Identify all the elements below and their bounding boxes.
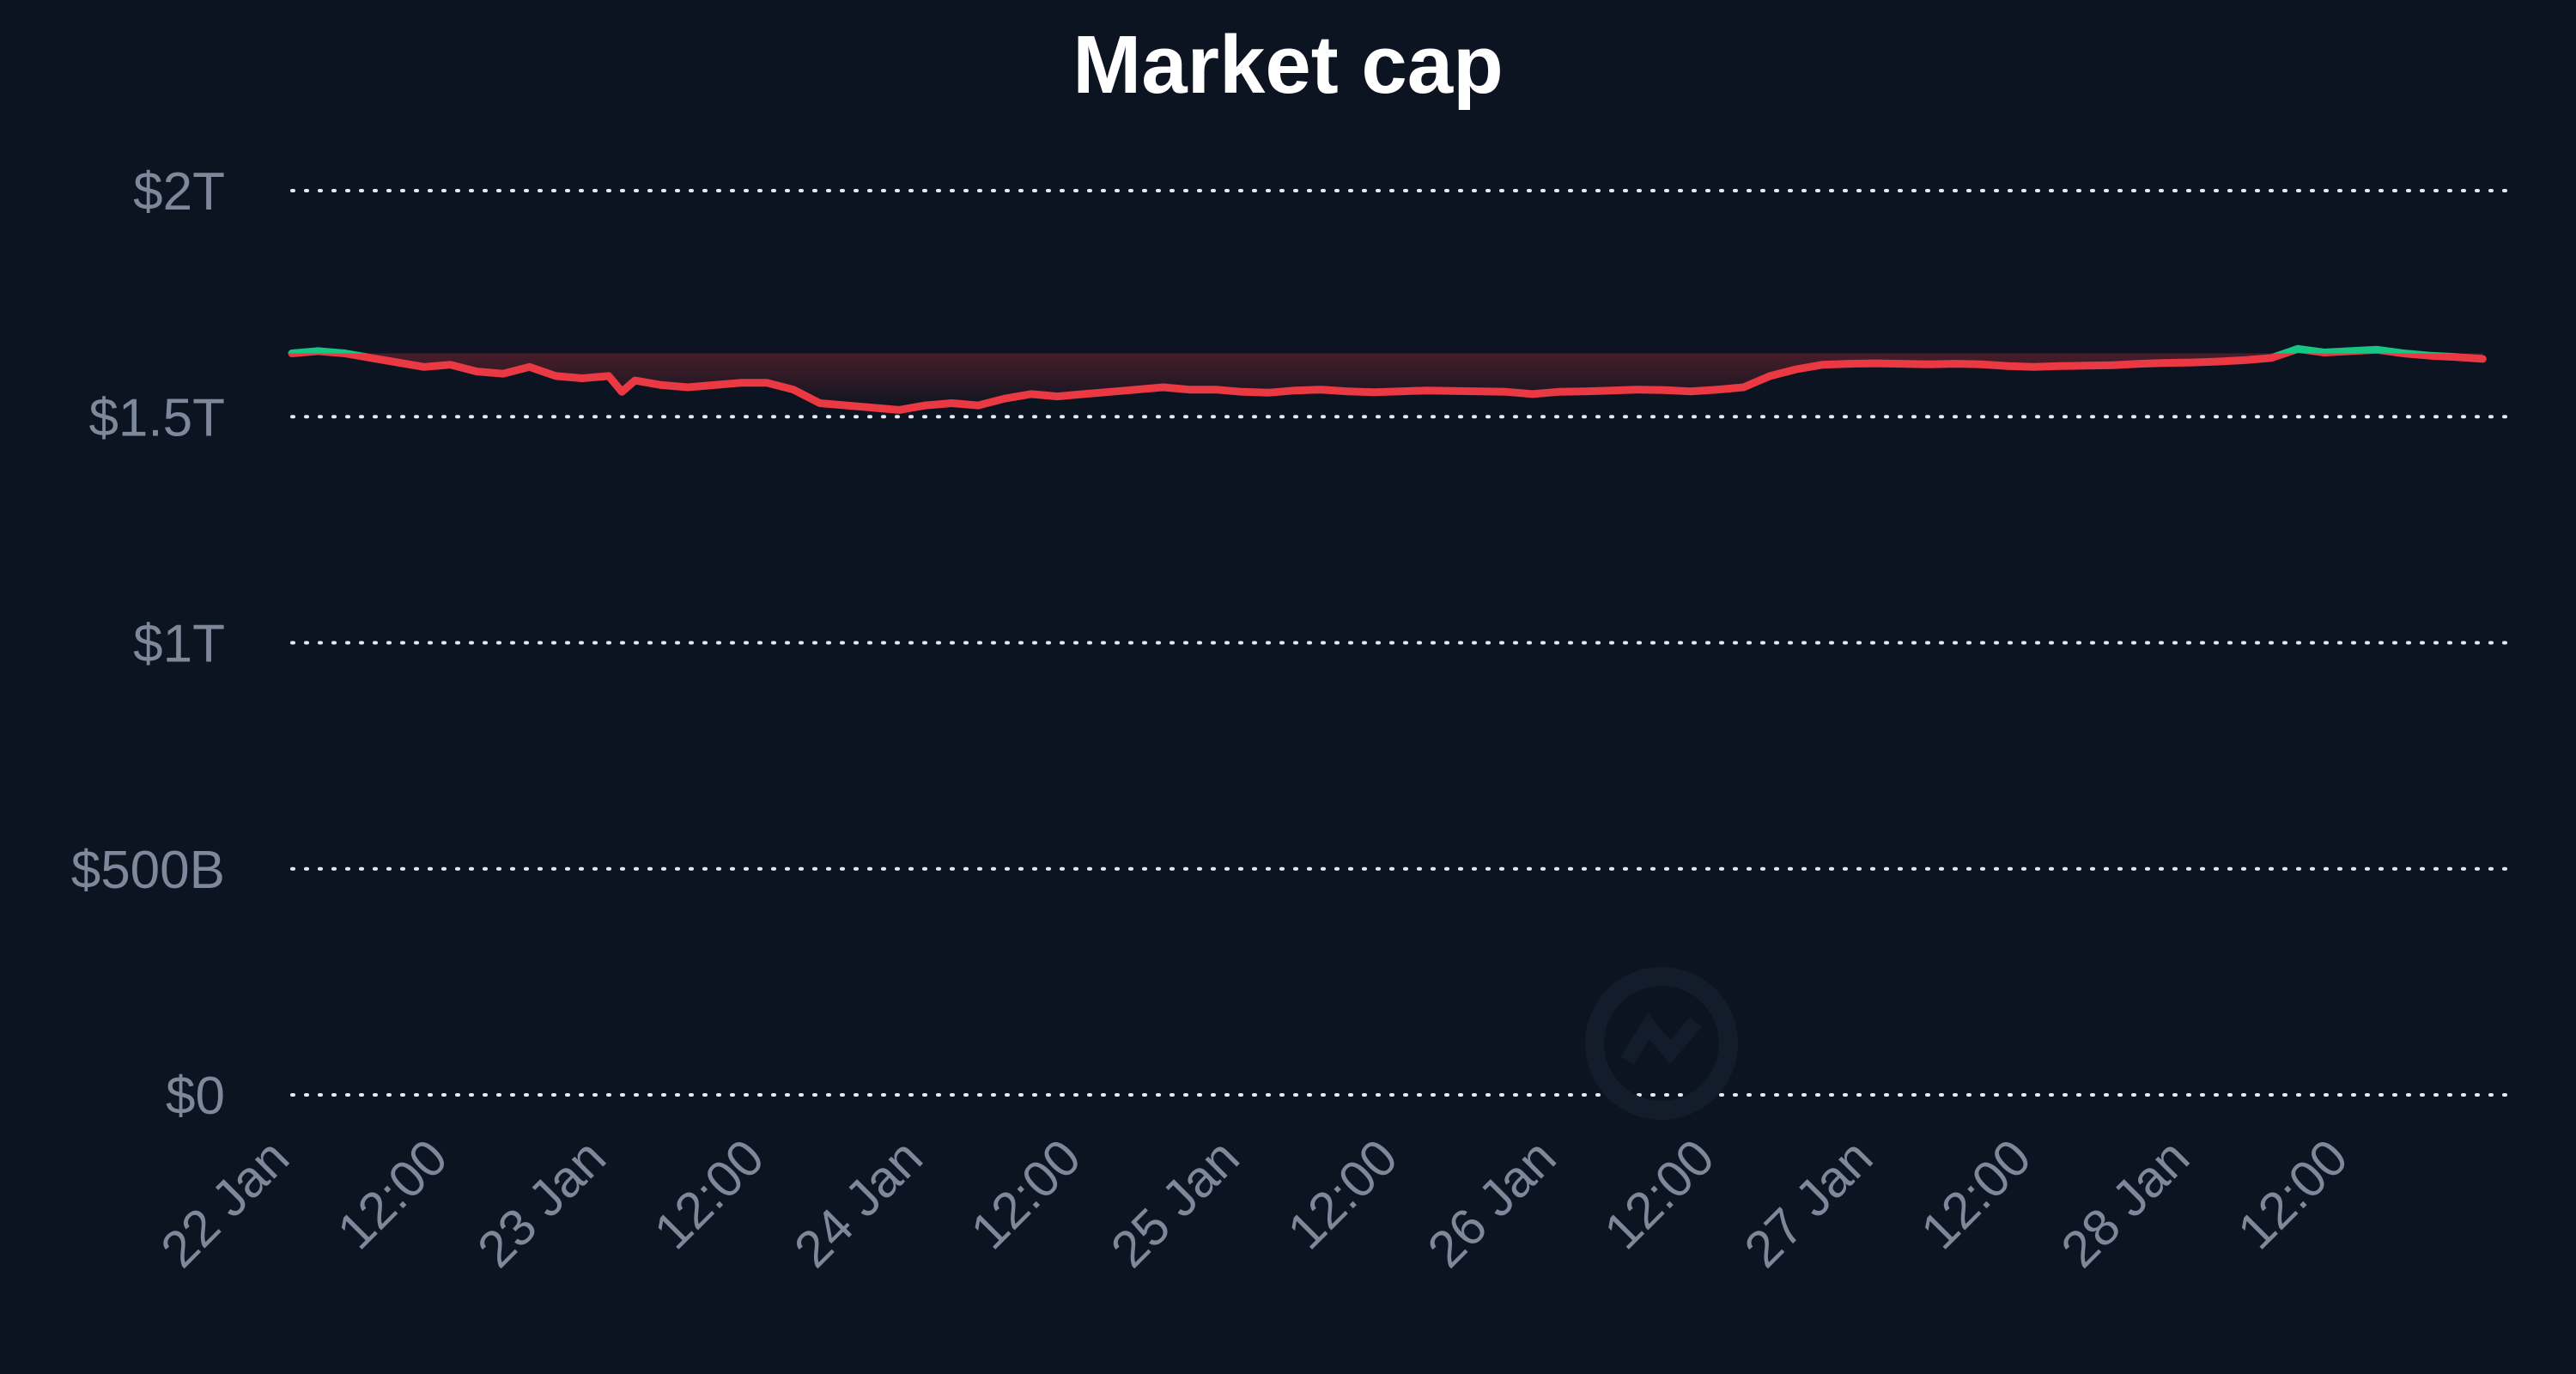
x-tick-label: 24 Jan	[783, 1128, 933, 1279]
x-tick-label: 26 Jan	[1417, 1128, 1567, 1279]
y-tick-label: $2T	[133, 162, 225, 222]
y-tick-label: $1T	[133, 615, 225, 674]
y-tick-label: $500B	[71, 841, 225, 900]
x-tick-label: 12:00	[1910, 1128, 2042, 1261]
coinmarketcap-logo-icon	[1585, 967, 1738, 1120]
x-tick-label: 28 Jan	[2050, 1128, 2201, 1279]
x-tick-label: 23 Jan	[466, 1128, 617, 1279]
y-tick-label: $1.5T	[88, 388, 225, 447]
x-tick-label: 12:00	[326, 1128, 459, 1261]
watermark	[1585, 967, 1738, 1120]
x-tick-label: 27 Jan	[1734, 1128, 1884, 1279]
series-market-cap	[288, 344, 2487, 414]
x-tick-label: 12:00	[2227, 1128, 2359, 1261]
x-tick-label: 12:00	[643, 1128, 775, 1261]
series-line-below-baseline	[288, 353, 2487, 414]
series-area-fill	[344, 353, 2483, 410]
y-axis: $0 $500B $1T $1.5T $2T	[71, 162, 225, 1126]
x-tick-label: 12:00	[1277, 1128, 1409, 1261]
y-tick-label: $0	[166, 1067, 225, 1126]
x-tick-label: 12:00	[960, 1128, 1092, 1261]
x-axis: 22 Jan 12:00 23 Jan 12:00 24 Jan 12:00 25 Jan 1…	[149, 1128, 2358, 1279]
x-tick-label: 25 Jan	[1100, 1128, 1250, 1279]
chart-title: Market cap	[1072, 19, 1504, 111]
x-tick-label: 12:00	[1593, 1128, 1725, 1261]
gridlines	[290, 189, 2511, 1097]
x-tick-label: 22 Jan	[149, 1128, 300, 1279]
